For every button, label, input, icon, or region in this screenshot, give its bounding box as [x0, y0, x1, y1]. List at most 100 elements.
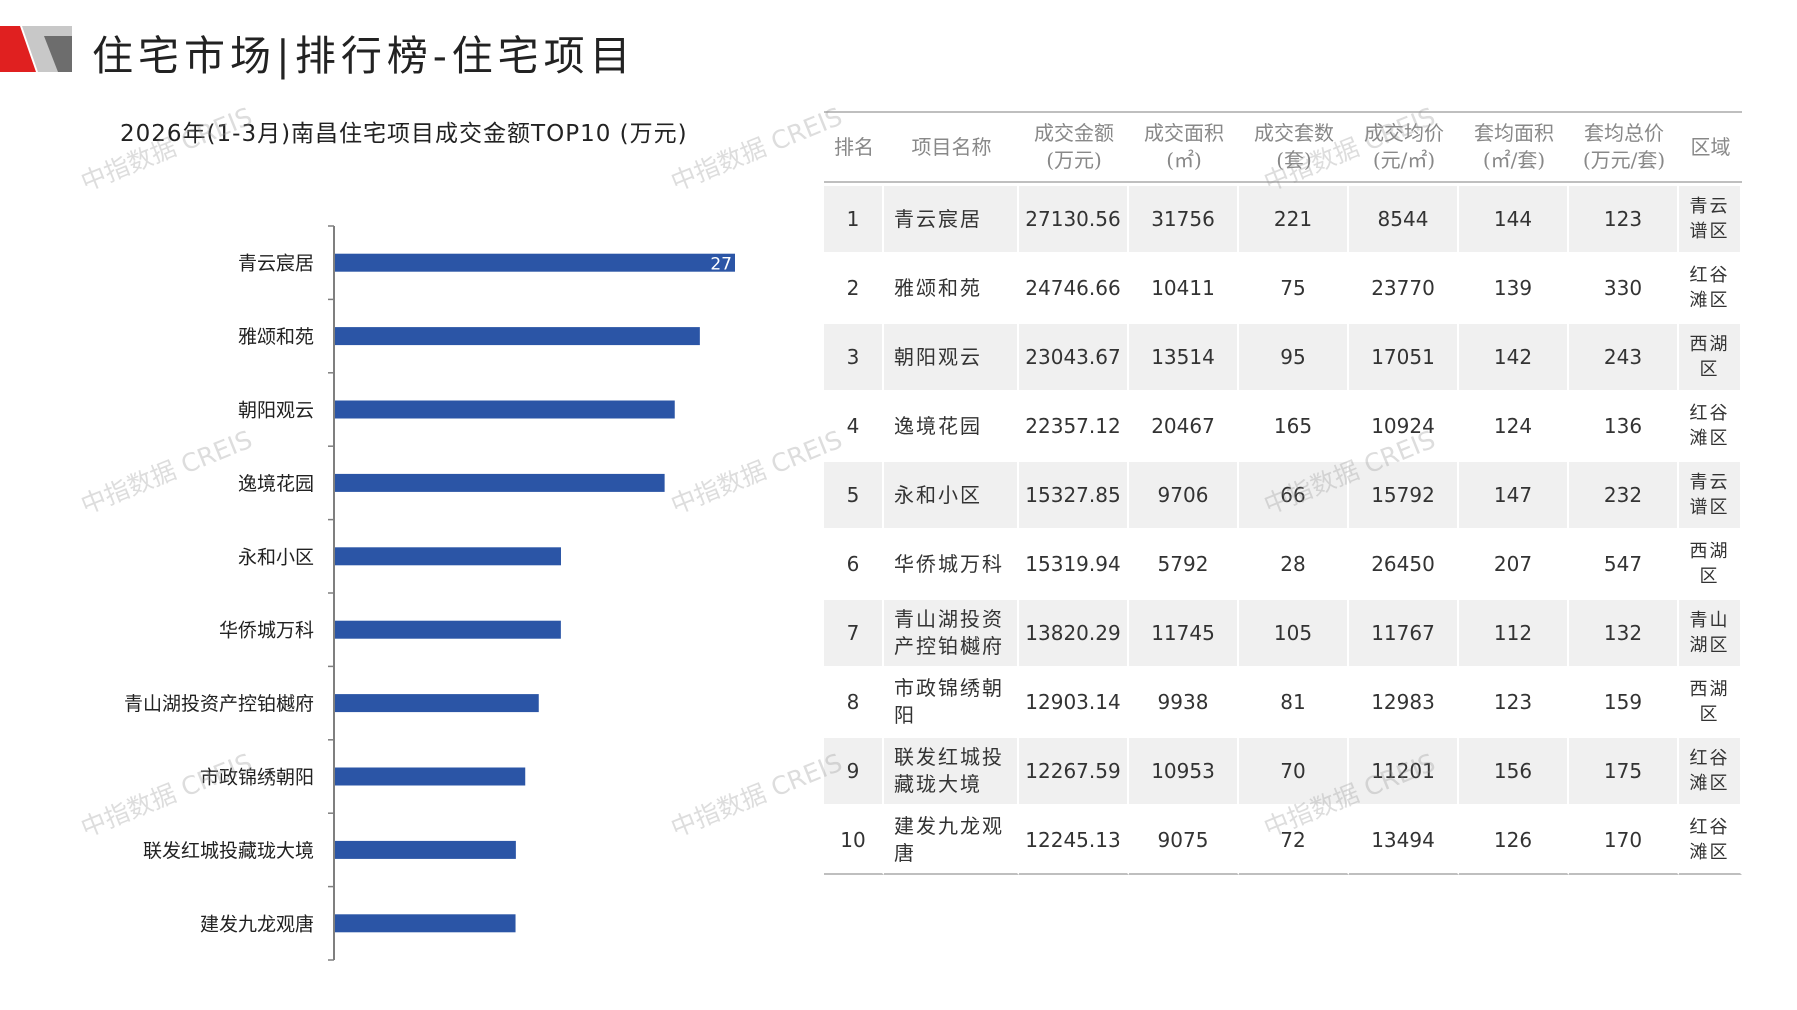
column-header-label: 套均总价 — [1584, 121, 1664, 145]
column-header-unit: (套) — [1276, 148, 1312, 172]
bar — [335, 327, 700, 346]
cell-district: 西湖区 — [1679, 666, 1742, 735]
bar — [335, 400, 675, 419]
category-label: 市政锦绣朝阳 — [200, 767, 314, 789]
cell-area: 10411 — [1129, 252, 1239, 321]
bar — [335, 620, 561, 639]
cell-area: 10953 — [1129, 735, 1239, 804]
cell-avg-area: 126 — [1459, 804, 1569, 875]
ranking-table-container: 排名 项目名称 成交金额 (万元) 成交面积 (㎡) 成交套数 (套) 成交均价 (元/㎡) 套均面… — [824, 111, 1742, 875]
cell-avg-area: 156 — [1459, 735, 1569, 804]
column-header: 排名 — [824, 111, 884, 183]
cell-name: 建发九龙观唐 — [884, 804, 1019, 875]
bar — [335, 473, 665, 492]
column-header-label: 套均面积 — [1474, 121, 1554, 145]
table-body: 1 青云宸居 27130.56 31756 221 8544 144 123 青云谱区 2 雅颂和苑… — [824, 183, 1742, 875]
cell-area: 20467 — [1129, 390, 1239, 459]
cell-amount: 13820.29 — [1019, 597, 1129, 666]
table-row: 9 联发红城投藏珑大境 12267.59 10953 70 11201 156 175 红谷滩区 — [824, 735, 1742, 804]
cell-name: 市政锦绣朝阳 — [884, 666, 1019, 735]
page-title: 住宅市场|排行榜-住宅项目 — [92, 32, 636, 80]
column-header: 成交均价 (元/㎡) — [1349, 111, 1459, 183]
cell-price: 12983 — [1349, 666, 1459, 735]
cell-amount: 27130.56 — [1019, 183, 1129, 252]
column-header: 成交金额 (万元) — [1019, 111, 1129, 183]
cell-price: 10924 — [1349, 390, 1459, 459]
cell-amount: 24746.66 — [1019, 252, 1129, 321]
column-header-label: 项目名称 — [911, 134, 992, 159]
column-header: 成交套数 (套) — [1239, 111, 1349, 183]
cell-rank: 5 — [824, 459, 884, 528]
cell-area: 9075 — [1129, 804, 1239, 875]
category-label: 青云宸居 — [238, 253, 314, 275]
category-label: 青山湖投资产控铂樾府 — [124, 693, 314, 715]
cell-district: 红谷滩区 — [1679, 390, 1742, 459]
cell-avg-total: 330 — [1569, 252, 1679, 321]
cell-avg-total: 132 — [1569, 597, 1679, 666]
cell-avg-total: 170 — [1569, 804, 1679, 875]
column-header: 套均面积 (㎡/套) — [1459, 111, 1569, 183]
cell-avg-total: 232 — [1569, 459, 1679, 528]
cell-rank: 6 — [824, 528, 884, 597]
ranking-table: 排名 项目名称 成交金额 (万元) 成交面积 (㎡) 成交套数 (套) 成交均价 (元/㎡) 套均面… — [824, 111, 1742, 875]
cell-area: 9938 — [1129, 666, 1239, 735]
cell-avg-area: 124 — [1459, 390, 1569, 459]
table-row: 4 逸境花园 22357.12 20467 165 10924 124 136 红谷滩区 — [824, 390, 1742, 459]
cell-amount: 15319.94 — [1019, 528, 1129, 597]
cell-units: 165 — [1239, 390, 1349, 459]
cell-area: 13514 — [1129, 321, 1239, 390]
cell-name: 青山湖投资产控铂樾府 — [884, 597, 1019, 666]
cell-price: 23770 — [1349, 252, 1459, 321]
cell-district: 红谷滩区 — [1679, 252, 1742, 321]
watermark-text: 中指数据 CREIS — [76, 101, 257, 197]
table-row: 2 雅颂和苑 24746.66 10411 75 23770 139 330 红谷滩区 — [824, 252, 1742, 321]
cell-avg-area: 139 — [1459, 252, 1569, 321]
cell-units: 95 — [1239, 321, 1349, 390]
cell-area: 31756 — [1129, 183, 1239, 252]
cell-avg-area: 112 — [1459, 597, 1569, 666]
column-header-label: 成交面积 — [1144, 121, 1224, 145]
cell-name: 朝阳观云 — [884, 321, 1019, 390]
column-header-label: 成交金额 — [1034, 121, 1114, 145]
cell-name: 华侨城万科 — [884, 528, 1019, 597]
column-header-unit: (万元/套) — [1582, 148, 1666, 172]
cell-rank: 4 — [824, 390, 884, 459]
table-row: 6 华侨城万科 15319.94 5792 28 26450 207 547 西湖区 — [824, 528, 1742, 597]
cell-price: 8544 — [1349, 183, 1459, 252]
category-label: 朝阳观云 — [238, 400, 314, 422]
cell-district: 青云谱区 — [1679, 459, 1742, 528]
cell-units: 81 — [1239, 666, 1349, 735]
bar — [335, 547, 561, 566]
cell-amount: 15327.85 — [1019, 459, 1129, 528]
table-header-row: 排名 项目名称 成交金额 (万元) 成交面积 (㎡) 成交套数 (套) 成交均价 (元/㎡) 套均面… — [824, 111, 1742, 183]
bar-chart: 青云宸居 27 雅颂和苑朝阳观云逸境花园永和小区华侨城万科青山湖投资产控铂樾府市政锦… — [124, 225, 735, 961]
category-label: 逸境花园 — [238, 473, 314, 495]
cell-price: 17051 — [1349, 321, 1459, 390]
category-label: 建发九龙观唐 — [200, 913, 314, 935]
column-header: 套均总价 (万元/套) — [1569, 111, 1679, 183]
cell-avg-total: 547 — [1569, 528, 1679, 597]
column-header-label: 区域 — [1690, 134, 1731, 159]
cell-rank: 2 — [824, 252, 884, 321]
cell-units: 66 — [1239, 459, 1349, 528]
cell-name: 永和小区 — [884, 459, 1019, 528]
column-header: 成交面积 (㎡) — [1129, 111, 1239, 183]
category-label: 雅颂和苑 — [238, 326, 314, 348]
column-header-unit: (万元) — [1046, 148, 1102, 172]
table-row: 3 朝阳观云 23043.67 13514 95 17051 142 243 西湖区 — [824, 321, 1742, 390]
cell-area: 11745 — [1129, 597, 1239, 666]
bar — [335, 914, 516, 933]
cell-avg-total: 175 — [1569, 735, 1679, 804]
cell-avg-total: 123 — [1569, 183, 1679, 252]
cell-name: 雅颂和苑 — [884, 252, 1019, 321]
column-header-label: 成交套数 — [1254, 121, 1334, 145]
cell-amount: 12267.59 — [1019, 735, 1129, 804]
cell-avg-total: 159 — [1569, 666, 1679, 735]
bar — [335, 253, 735, 272]
column-header: 项目名称 — [884, 111, 1019, 183]
cell-district: 红谷滩区 — [1679, 804, 1742, 875]
bar — [335, 767, 526, 786]
cell-rank: 3 — [824, 321, 884, 390]
data-label: 27 — [710, 255, 732, 275]
cell-area: 9706 — [1129, 459, 1239, 528]
